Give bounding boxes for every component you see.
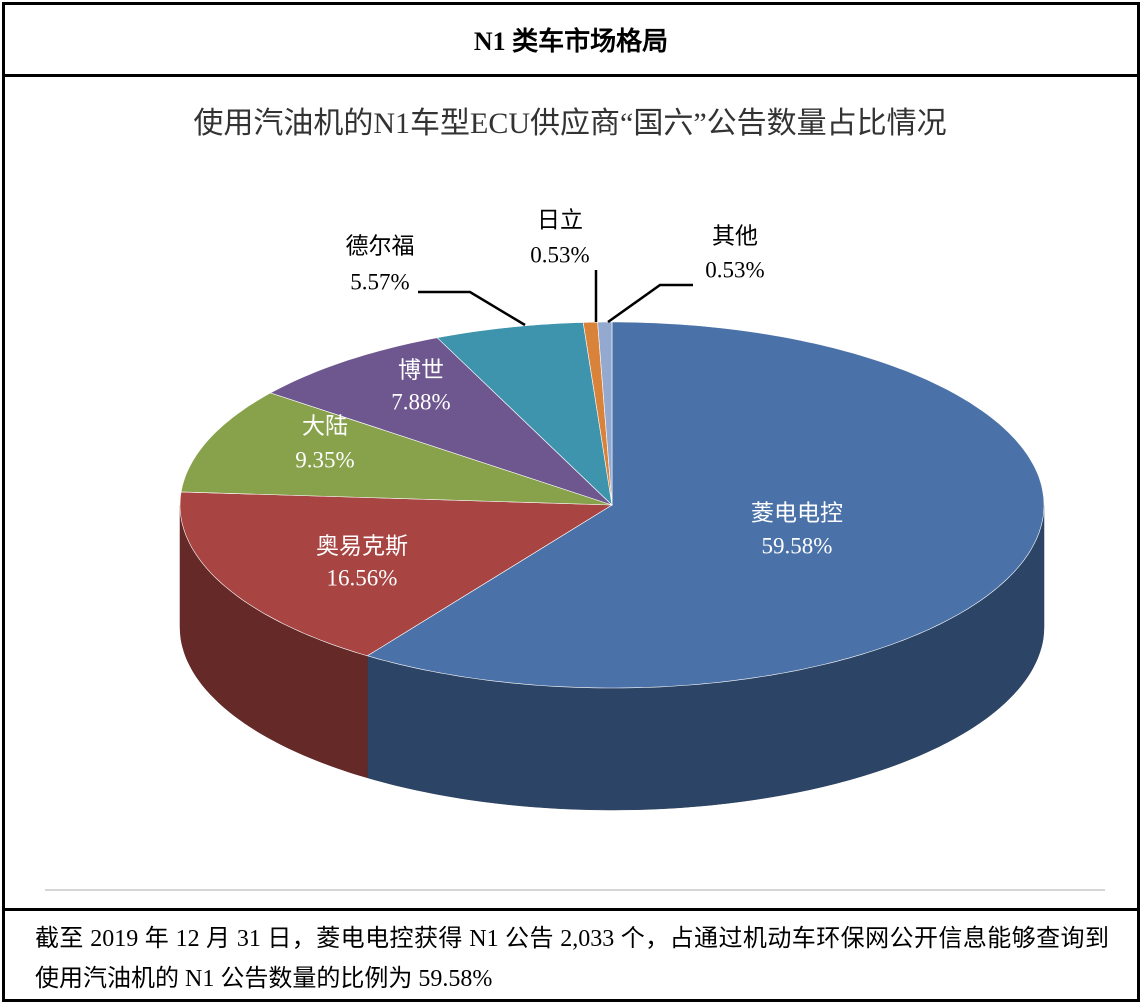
header-title: N1 类车市场格局 bbox=[5, 5, 1137, 77]
slice-label: 其他 bbox=[712, 223, 758, 248]
leader-line bbox=[607, 283, 693, 324]
footer-text: 截至 2019 年 12 月 31 日，菱电电控获得 N1 公告 2,033 个… bbox=[5, 908, 1137, 999]
leader-line bbox=[418, 290, 526, 327]
slice-label: 大陆 bbox=[302, 413, 348, 438]
value-label: 0.53% bbox=[530, 242, 589, 267]
slice bbox=[179, 491, 614, 657]
slice bbox=[366, 321, 1045, 689]
value-label: 0.53% bbox=[705, 257, 764, 282]
value-label: 9.35% bbox=[295, 447, 354, 472]
slice-label: 日立 bbox=[537, 207, 583, 232]
slice bbox=[597, 321, 613, 506]
slice-label: 奥易克斯 bbox=[316, 533, 408, 558]
value-label: 16.56% bbox=[327, 565, 398, 590]
chart-title: 使用汽油机的N1车型ECU供应商“国六”公告数量占比情况 bbox=[193, 107, 946, 140]
value-label: 59.58% bbox=[762, 533, 833, 558]
value-label: 5.57% bbox=[350, 269, 409, 294]
slice bbox=[180, 392, 613, 506]
slice-label: 博世 bbox=[398, 357, 444, 382]
slice-label: 德尔福 bbox=[346, 233, 415, 258]
value-label: 7.88% bbox=[391, 389, 450, 414]
slice bbox=[269, 337, 613, 506]
slice-label: 菱电电控 bbox=[751, 500, 843, 525]
pie-tops bbox=[179, 321, 1045, 689]
slice bbox=[436, 322, 613, 506]
